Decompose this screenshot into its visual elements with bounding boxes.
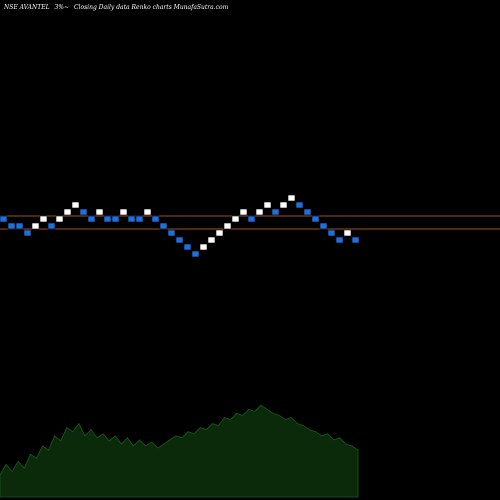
renko-brick-up xyxy=(263,201,272,209)
renko-brick-down xyxy=(87,215,96,223)
renko-brick-up xyxy=(31,222,40,230)
renko-brick-up xyxy=(63,208,72,216)
renko-brick-down xyxy=(127,215,136,223)
renko-brick-up xyxy=(199,243,208,251)
renko-brick-down xyxy=(23,229,32,237)
renko-brick-down xyxy=(7,222,16,230)
renko-brick-down xyxy=(319,222,328,230)
renko-brick-up xyxy=(95,208,104,216)
renko-brick-down xyxy=(183,243,192,251)
change-label: 3%~ xyxy=(54,4,69,11)
renko-brick-down xyxy=(311,215,320,223)
renko-brick-up xyxy=(279,201,288,209)
renko-brick-up xyxy=(255,208,264,216)
renko-brick-down xyxy=(327,229,336,237)
renko-brick-up xyxy=(119,208,128,216)
renko-brick-up xyxy=(287,194,296,202)
renko-brick-down xyxy=(175,236,184,244)
renko-brick-up xyxy=(143,208,152,216)
volume-area xyxy=(0,404,359,498)
renko-brick-down xyxy=(151,215,160,223)
renko-brick-down xyxy=(111,215,120,223)
renko-brick-down xyxy=(351,236,360,244)
renko-brick-up xyxy=(207,236,216,244)
volume-area-shape xyxy=(0,404,359,498)
renko-brick-up xyxy=(215,229,224,237)
renko-brick-down xyxy=(335,236,344,244)
renko-brick-down xyxy=(159,222,168,230)
renko-brick-up xyxy=(239,208,248,216)
chart-title: NSE AVANTEL 3%~ Closing Daily data Renko… xyxy=(3,4,229,11)
renko-brick-down xyxy=(135,215,144,223)
renko-brick-up xyxy=(71,201,80,209)
renko-bricks xyxy=(0,194,360,258)
renko-brick-down xyxy=(167,229,176,237)
renko-brick-down xyxy=(0,215,8,223)
renko-brick-down xyxy=(191,250,200,258)
renko-brick-down xyxy=(295,201,304,209)
renko-brick-down xyxy=(47,222,56,230)
renko-brick-up xyxy=(55,215,64,223)
chart-description: Closing Daily data Renko charts MunafaSu… xyxy=(74,4,229,11)
renko-brick-down xyxy=(15,222,24,230)
renko-brick-down xyxy=(247,215,256,223)
renko-brick-down xyxy=(303,208,312,216)
renko-brick-up xyxy=(343,229,352,237)
renko-brick-down xyxy=(79,208,88,216)
renko-brick-down xyxy=(103,215,112,223)
symbol-label: NSE AVANTEL xyxy=(3,4,50,11)
renko-brick-down xyxy=(271,208,280,216)
renko-brick-up xyxy=(223,222,232,230)
renko-brick-up xyxy=(39,215,48,223)
renko-brick-up xyxy=(231,215,240,223)
